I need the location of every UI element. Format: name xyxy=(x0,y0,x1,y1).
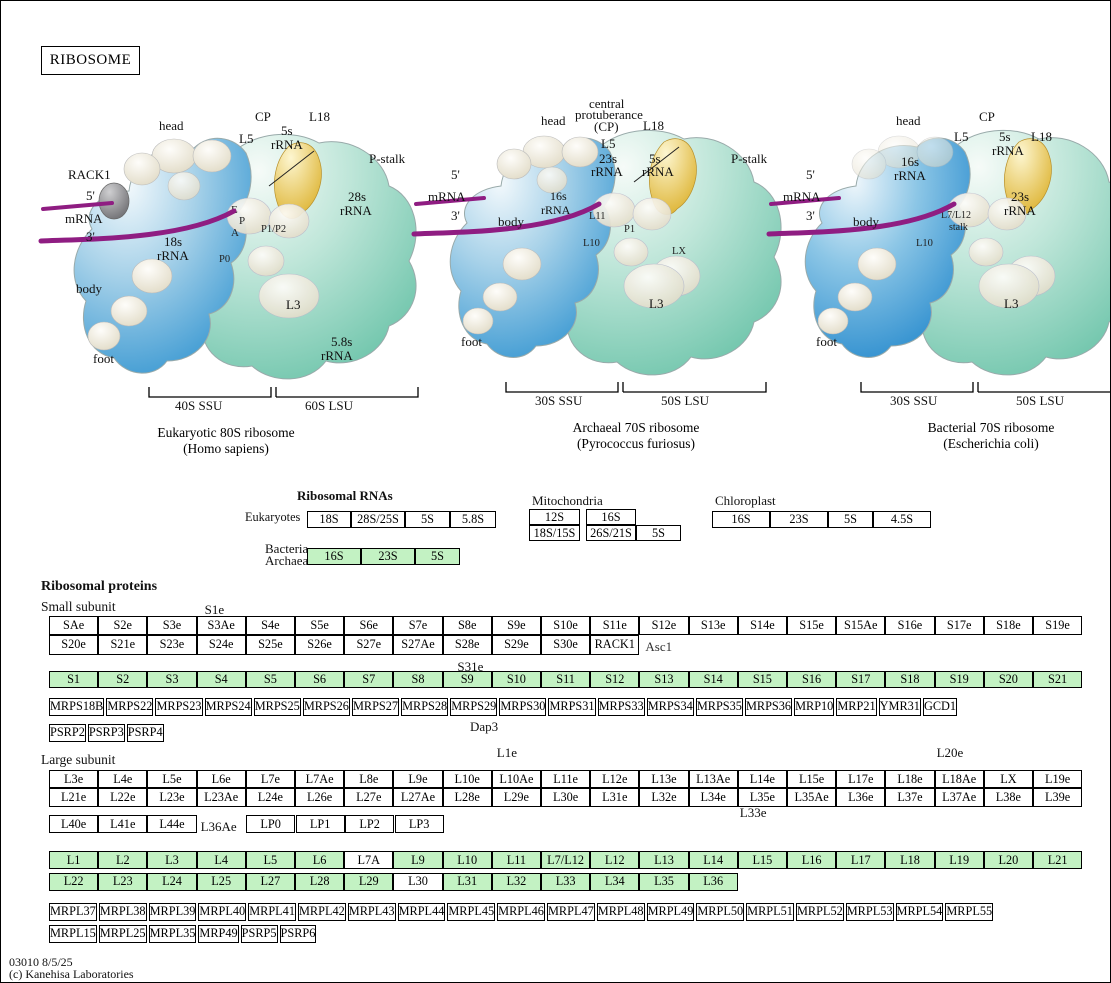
svg-text:L10: L10 xyxy=(916,238,933,249)
svg-text:L7/L12: L7/L12 xyxy=(941,210,971,221)
svg-text:stalk: stalk xyxy=(949,222,968,233)
